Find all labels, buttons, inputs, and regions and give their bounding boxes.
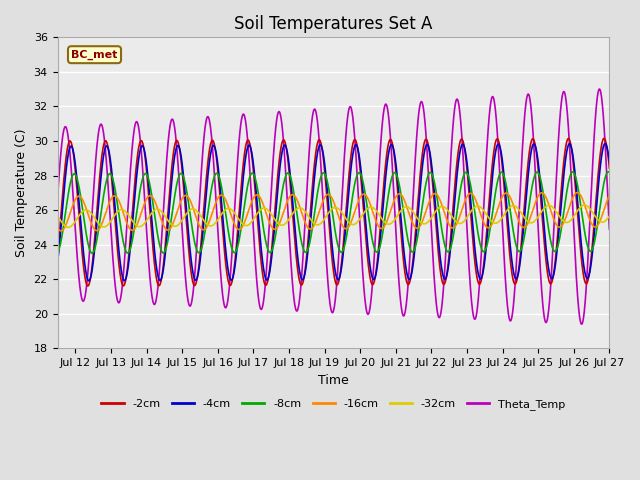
-8cm [88, 251, 96, 256]
Theta_Temp [149, 300, 157, 305]
Line: Theta_Temp: Theta_Temp [58, 89, 609, 324]
-8cm [150, 204, 157, 209]
Legend: -2cm, -4cm, -8cm, -16cm, -32cm, Theta_Temp: -2cm, -4cm, -8cm, -16cm, -32cm, Theta_Te… [97, 395, 570, 414]
-32cm [605, 213, 613, 219]
Theta_Temp [289, 287, 297, 293]
-16cm [150, 195, 157, 201]
-8cm [604, 169, 612, 175]
Theta_Temp [605, 226, 613, 232]
-32cm [117, 207, 125, 213]
-4cm [85, 278, 93, 284]
-8cm [54, 250, 61, 255]
-4cm [150, 236, 157, 242]
-2cm [117, 275, 125, 280]
-32cm [580, 202, 588, 208]
-2cm [54, 253, 61, 259]
-8cm [289, 187, 297, 192]
Line: -32cm: -32cm [58, 205, 609, 228]
-32cm [54, 213, 61, 219]
Theta_Temp [266, 225, 273, 230]
Theta_Temp [596, 86, 604, 92]
-32cm [595, 218, 603, 224]
-16cm [57, 228, 65, 234]
-8cm [117, 223, 125, 229]
-16cm [289, 192, 297, 198]
-32cm [289, 210, 297, 216]
Line: -2cm: -2cm [58, 138, 609, 286]
-2cm [289, 219, 297, 225]
-16cm [595, 220, 603, 226]
-2cm [266, 269, 273, 275]
Text: BC_met: BC_met [71, 49, 118, 60]
-16cm [605, 193, 613, 199]
Theta_Temp [578, 321, 586, 327]
Line: -16cm: -16cm [58, 192, 609, 231]
-16cm [536, 192, 543, 197]
-2cm [600, 135, 608, 141]
Line: -4cm: -4cm [58, 144, 609, 281]
-8cm [536, 172, 543, 178]
-8cm [266, 249, 273, 255]
-8cm [605, 169, 613, 175]
Title: Soil Temperatures Set A: Soil Temperatures Set A [234, 15, 433, 33]
Theta_Temp [535, 244, 543, 250]
-32cm [150, 208, 157, 214]
Theta_Temp [595, 87, 602, 93]
-4cm [605, 159, 613, 165]
-32cm [266, 209, 273, 215]
-2cm [605, 166, 613, 171]
-2cm [150, 250, 157, 256]
-16cm [54, 225, 61, 230]
Theta_Temp [116, 296, 124, 302]
-4cm [289, 205, 297, 211]
-4cm [595, 180, 602, 185]
-32cm [65, 225, 72, 230]
-4cm [536, 169, 543, 175]
Y-axis label: Soil Temperature (C): Soil Temperature (C) [15, 129, 28, 257]
X-axis label: Time: Time [318, 373, 349, 387]
-2cm [595, 165, 602, 171]
-4cm [54, 260, 61, 265]
-16cm [573, 190, 581, 195]
-2cm [84, 283, 92, 289]
-16cm [117, 202, 125, 208]
-4cm [117, 263, 125, 269]
-4cm [266, 271, 273, 276]
-16cm [266, 219, 273, 225]
-32cm [536, 212, 543, 218]
-2cm [536, 178, 543, 183]
-4cm [602, 141, 609, 146]
Theta_Temp [54, 194, 61, 200]
Line: -8cm: -8cm [58, 172, 609, 253]
-8cm [595, 214, 602, 219]
